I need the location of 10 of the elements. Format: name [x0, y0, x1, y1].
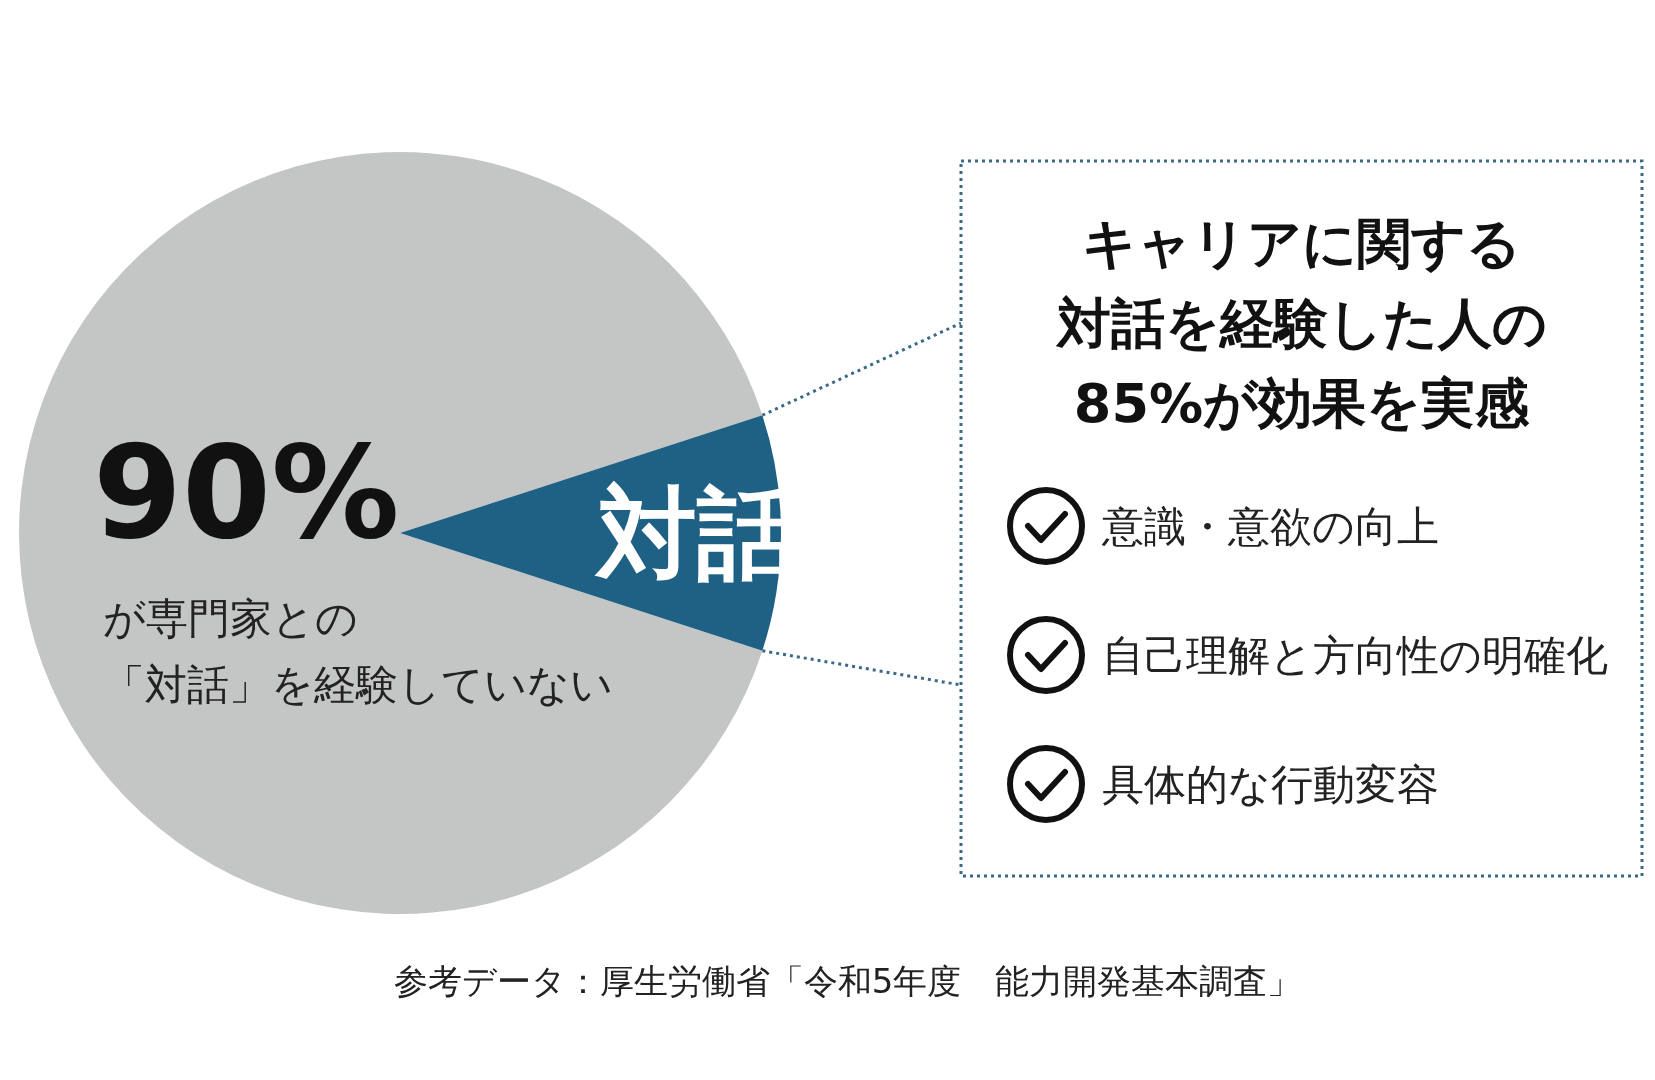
text: 「対話」を経験していない [103, 660, 613, 709]
text: 自己理解と方向性の明確化 [1102, 631, 1608, 680]
text: キャリアに関する [1082, 212, 1521, 275]
text: 参考データ：厚生労働省「令和5年度 能力開発基本調査」 [393, 961, 1302, 1001]
data-label: 90% [93, 418, 400, 567]
text: 意識・意欲の向上 [1101, 502, 1439, 551]
text: が専門家との [103, 594, 358, 643]
text: 85%が効果を実感 [1073, 372, 1531, 435]
text: 対話を経験した人の [1054, 292, 1547, 355]
text: 具体的な行動変容 [1102, 760, 1439, 809]
